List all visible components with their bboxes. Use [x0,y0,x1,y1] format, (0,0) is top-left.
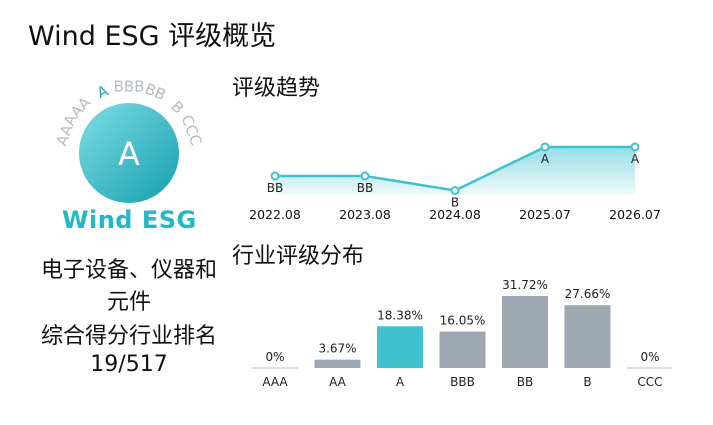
trend-point [270,171,280,181]
distribution-title: 行业评级分布 [232,244,365,269]
bar-b [564,305,611,368]
trend-x-label: 2023.08 [339,207,391,222]
bar-value-label: 16.05% [440,314,486,328]
bar-category-label: BB [517,375,533,389]
trend-point-label: BB [267,181,283,195]
trend-x-label: 2025.07 [519,207,571,222]
industry-name-line2: 元件 [106,290,151,315]
trend-area [275,147,635,195]
rank-caption: 综合得分行业排名 [40,324,217,349]
trend-x-label: 2024.08 [429,207,481,222]
bar-value-label: 0% [640,350,659,364]
rating-circle [79,103,179,203]
bar-category-label: CCC [637,375,662,389]
bar-category-label: BBB [450,375,475,389]
bar-category-label: B [583,375,591,389]
trend-point [360,171,370,181]
trend-point [540,142,550,152]
bar-value-label: 31.72% [502,278,548,292]
trend-x-label: 2026.07 [609,207,661,222]
bar-bb [502,296,548,368]
rating-distribution-chart: 0% AAA 3.67% AA 18.38% A 16.05% BBB 31.72% BB 27.6… [252,278,672,389]
bar-a [377,326,423,368]
wind-esg-logo: Wind ESG [62,206,197,234]
trend-point-label: B [451,196,459,210]
bar-aa [314,359,361,368]
bar-value-label: 18.38% [377,308,423,322]
trend-point-label: A [631,152,640,166]
bar-category-label: AA [329,375,347,389]
bar-bbb [439,331,486,368]
bar-value-label: 3.67% [318,342,356,356]
trend-point [450,186,460,195]
scale-label-bb: BB [142,80,168,105]
trend-x-label: 2022.08 [249,207,301,222]
scale-label-bbb: BBB [114,78,145,96]
trend-point-label: BB [357,181,373,195]
bar-value-label: 27.66% [565,287,611,301]
scale-label-b: B [167,97,187,117]
trend-point [630,142,640,152]
trend-point-label: A [541,152,550,166]
industry-name-line1: 电子设备、仪器和 [40,258,217,283]
scale-label-a: A [94,81,111,102]
current-rating: A [118,135,140,173]
bar-value-label: 0% [265,350,284,364]
scale-label-ccc: CCC [178,112,206,148]
bar-category-label: AAA [262,375,288,389]
bar-category-label: A [396,375,405,389]
trend-title: 评级趋势 [232,76,321,101]
rank-value: 19/517 [90,352,168,377]
page-title: Wind ESG 评级概览 [28,21,277,52]
